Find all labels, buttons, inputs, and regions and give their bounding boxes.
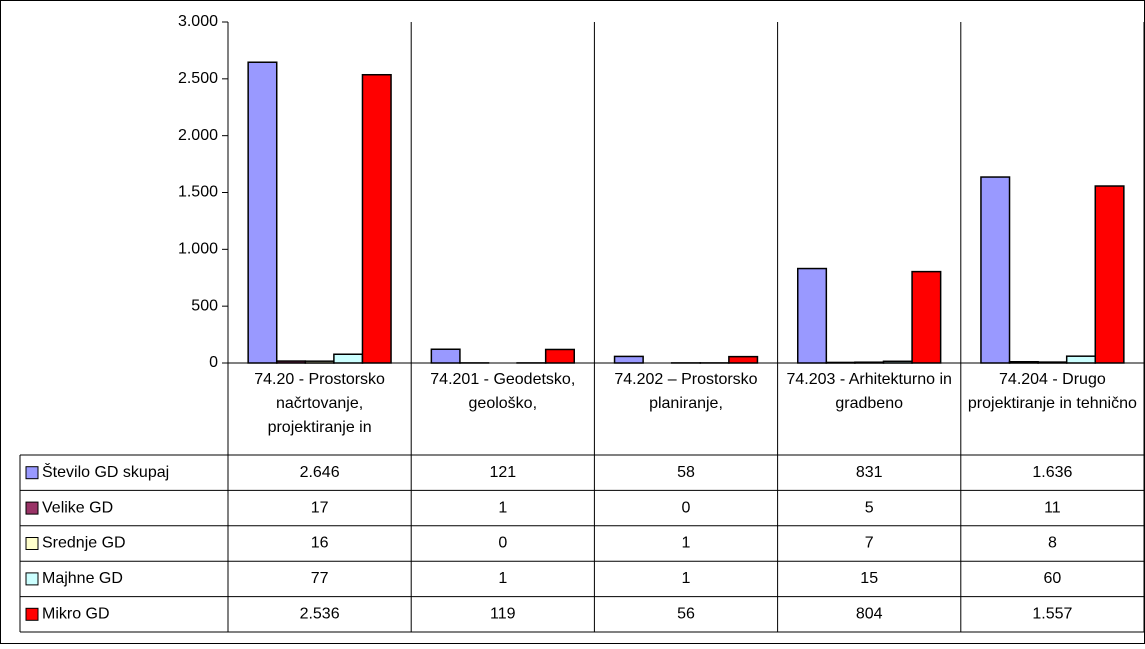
legend-label: Srednje GD xyxy=(42,535,126,552)
x-tick-label: 74.201 - Geodetsko, geološko, xyxy=(417,368,588,416)
y-tick-label: 2.000 xyxy=(178,127,218,144)
table-value: 2.646 xyxy=(300,464,340,481)
table-value: 60 xyxy=(1044,570,1062,587)
bar xyxy=(431,349,460,363)
table-value: 2.536 xyxy=(300,606,340,623)
table-value: 56 xyxy=(677,606,695,623)
x-category-label-box: 74.203 - Arhitekturno in gradbeno xyxy=(784,368,955,452)
y-tick-label: 500 xyxy=(191,297,218,314)
bar xyxy=(546,349,575,363)
bar xyxy=(305,361,334,363)
table-value: 1 xyxy=(498,570,507,587)
x-tick-label: 74.204 - Drugo projektiranje in tehnično xyxy=(967,368,1138,416)
table-value: 1 xyxy=(682,570,691,587)
y-tick-label: 3.000 xyxy=(178,13,218,30)
bar xyxy=(883,361,912,363)
table-value: 7 xyxy=(865,535,874,552)
legend-label: Mikro GD xyxy=(42,606,110,623)
bar xyxy=(615,356,644,363)
table-value: 17 xyxy=(311,499,329,516)
table-value: 121 xyxy=(489,464,516,481)
bar xyxy=(826,362,855,363)
table-value: 1 xyxy=(498,499,507,516)
table-value: 15 xyxy=(860,570,878,587)
y-tick-label: 1.500 xyxy=(178,184,218,201)
legend-key xyxy=(26,467,38,479)
legend-key xyxy=(26,538,38,550)
x-category-label-box: 74.202 – Prostorsko planiranje, xyxy=(600,368,771,452)
table-value: 804 xyxy=(856,606,883,623)
table-value: 16 xyxy=(311,535,329,552)
legend-key xyxy=(26,573,38,585)
table-value: 831 xyxy=(856,464,883,481)
x-tick-label: 74.203 - Arhitekturno in gradbeno xyxy=(784,368,955,416)
bar xyxy=(1010,362,1039,363)
legend-label: Število GD skupaj xyxy=(42,462,169,481)
legend-label: Majhne GD xyxy=(42,570,123,587)
table-value: 77 xyxy=(311,570,329,587)
y-tick-label: 0 xyxy=(209,354,218,371)
x-category-label-box: 74.20 - Prostorsko načrtovanje, projekti… xyxy=(234,368,405,452)
legend-key xyxy=(26,502,38,514)
bar xyxy=(1038,362,1067,363)
x-category-label-box: 74.201 - Geodetsko, geološko, xyxy=(417,368,588,452)
bar xyxy=(912,272,941,363)
table-value: 8 xyxy=(1048,535,1057,552)
bar xyxy=(277,361,306,363)
table-value: 1 xyxy=(682,535,691,552)
table-value: 58 xyxy=(677,464,695,481)
table-value: 0 xyxy=(682,499,691,516)
bar xyxy=(1067,356,1096,363)
bar xyxy=(334,354,363,363)
x-tick-label: 74.202 – Prostorsko planiranje, xyxy=(600,368,771,416)
table-value: 1.557 xyxy=(1032,606,1072,623)
legend-label: Velike GD xyxy=(42,499,113,516)
x-tick-label: 74.20 - Prostorsko načrtovanje, projekti… xyxy=(234,368,405,440)
bar xyxy=(981,177,1010,363)
table-value: 5 xyxy=(865,499,874,516)
bar xyxy=(729,357,758,363)
x-category-label-box: 74.204 - Drugo projektiranje in tehnično xyxy=(967,368,1138,452)
legend-key xyxy=(26,608,38,620)
bar xyxy=(855,362,884,363)
bar xyxy=(248,62,277,363)
bar xyxy=(798,269,827,363)
bar xyxy=(362,75,391,363)
table-value: 119 xyxy=(490,606,516,623)
bar xyxy=(1095,186,1124,363)
table-value: 1.636 xyxy=(1032,464,1072,481)
y-tick-label: 2.500 xyxy=(178,70,218,87)
y-tick-label: 1.000 xyxy=(178,241,218,258)
table-value: 0 xyxy=(498,535,507,552)
table-value: 11 xyxy=(1044,499,1061,516)
